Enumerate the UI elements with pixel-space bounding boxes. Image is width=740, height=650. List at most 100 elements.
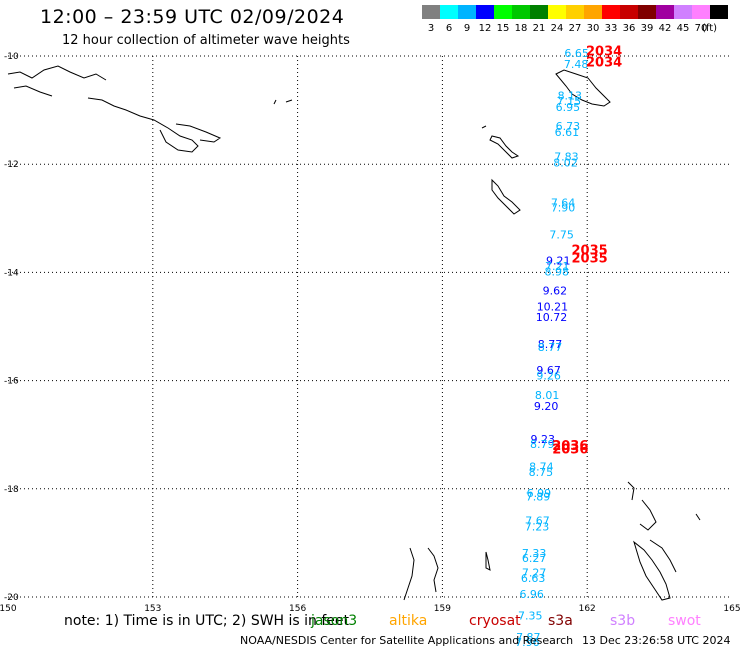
wave-height-value: 6.95 bbox=[556, 101, 581, 114]
wave-height-value: 8.98 bbox=[545, 266, 570, 279]
color-scale-label: 39 bbox=[640, 23, 654, 34]
color-scale-swatch bbox=[512, 5, 530, 19]
color-scale-swatch bbox=[548, 5, 566, 19]
satellite-pass-label: 2034 bbox=[586, 55, 622, 70]
satellite-legend-s3a: s3a bbox=[548, 613, 573, 629]
credit-line: NOAA/NESDIS Center for Satellite Applica… bbox=[240, 634, 574, 647]
wave-height-value: 8.74 bbox=[529, 460, 554, 473]
latitude-tick-labels: -10 -12 -14 -16 -18 -20 bbox=[4, 52, 19, 603]
color-scale-swatch bbox=[584, 5, 602, 19]
wave-height-value: 7.23 bbox=[525, 520, 550, 533]
color-scale-swatch bbox=[638, 5, 656, 19]
satellite-legend-altika: altika bbox=[389, 613, 428, 629]
color-scale-label: 30 bbox=[586, 23, 600, 34]
color-scale-label: 15 bbox=[496, 23, 510, 34]
color-scale-label: 27 bbox=[568, 23, 582, 34]
wave-height-value: 9.67 bbox=[536, 364, 561, 377]
satellite-legend-cryosat: cryosat bbox=[469, 613, 521, 629]
wave-height-value: 8.77 bbox=[538, 338, 563, 351]
color-scale-swatch bbox=[710, 5, 728, 19]
longitude-tick-label: 153 bbox=[144, 604, 161, 614]
wave-height-value: 7.83 bbox=[554, 150, 579, 163]
longitude-tick-label: 162 bbox=[579, 604, 596, 614]
color-scale-label: 36 bbox=[622, 23, 636, 34]
color-scale-label: 9 bbox=[463, 23, 471, 34]
footer-note: note: 1) Time is in UTC; 2) SWH is in fe… bbox=[64, 613, 350, 629]
wave-height-value: 9.26 bbox=[536, 370, 561, 383]
wave-height-value: 6.73 bbox=[556, 120, 581, 133]
color-scale-label: 42 bbox=[658, 23, 672, 34]
wave-height-value: 6.65 bbox=[564, 47, 589, 60]
map-subtitle: 12 hour collection of altimeter wave hei… bbox=[62, 33, 350, 48]
latitude-tick-label: -12 bbox=[4, 160, 19, 170]
color-scale-label: 45 bbox=[676, 23, 690, 34]
map-gridlines bbox=[8, 55, 732, 598]
wave-height-value: 8.13 bbox=[558, 89, 583, 102]
latitude-tick-label: -14 bbox=[4, 268, 19, 278]
color-scale-swatch bbox=[458, 5, 476, 19]
longitude-tick-label: 159 bbox=[434, 604, 451, 614]
wave-height-value: 7.64 bbox=[551, 196, 576, 209]
wave-height-value: 8.77 bbox=[538, 341, 563, 354]
color-scale-label: 12 bbox=[478, 23, 492, 34]
satellite-legend-swot: swot bbox=[668, 613, 701, 629]
generated-timestamp: 13 Dec 23:26:58 UTC 2024 bbox=[582, 634, 731, 647]
wave-height-value: 10.72 bbox=[536, 311, 568, 324]
color-scale-label: 6 bbox=[445, 23, 453, 34]
wave-height-value: 6.27 bbox=[522, 552, 547, 565]
wave-height-value: 7.87 bbox=[516, 631, 541, 644]
wave-height-value: 7.27 bbox=[522, 566, 547, 579]
longitude-tick-label: 165 bbox=[723, 604, 740, 614]
wave-height-value: 7.35 bbox=[518, 610, 543, 623]
wave-height-value: 9.23 bbox=[531, 433, 556, 446]
color-scale-swatch bbox=[476, 5, 494, 19]
color-scale-unit: (ft) bbox=[702, 23, 718, 34]
wave-height-value: 7.75 bbox=[549, 228, 574, 241]
satellite-legend-s3b: s3b bbox=[610, 613, 636, 629]
wave-height-value: 9.20 bbox=[534, 400, 559, 413]
satellite-legend-jason3: jason3 bbox=[311, 613, 358, 629]
color-scale-swatch bbox=[530, 5, 548, 19]
wave-height-value: 8.75 bbox=[529, 466, 554, 479]
satellite-pass-label: 2034 bbox=[586, 44, 622, 59]
wave-height-value: 7.90 bbox=[551, 201, 576, 214]
coastline-solomon-islands-south bbox=[481, 125, 521, 215]
latitude-tick-label: -16 bbox=[4, 377, 19, 387]
color-scale-label: 33 bbox=[604, 23, 618, 34]
longitude-tick-labels: 150 153 156 159 162 165 bbox=[0, 604, 740, 614]
satellite-pass-label: 2036 bbox=[552, 439, 588, 454]
color-scale-swatch bbox=[566, 5, 584, 19]
color-scale-label: 24 bbox=[550, 23, 564, 34]
wave-height-value: 7.96 bbox=[515, 636, 540, 649]
wave-height-value: 8.01 bbox=[535, 389, 560, 402]
color-scale-swatch bbox=[494, 5, 512, 19]
wave-height-value: 6.99 bbox=[527, 487, 552, 500]
wave-height-value: 6.96 bbox=[519, 588, 544, 601]
wave-height-observations: 6.657.48 8.137.156.95 6.736.61 7.838.02 7.64… bbox=[515, 47, 589, 649]
wave-height-value: 6.61 bbox=[555, 126, 580, 139]
coastline-vanuatu bbox=[403, 481, 701, 601]
longitude-tick-label: 150 bbox=[0, 604, 17, 614]
color-scale-swatch bbox=[602, 5, 620, 19]
latitude-tick-label: -18 bbox=[4, 485, 19, 495]
wave-height-value: 8.79 bbox=[530, 438, 555, 451]
satellite-pass-label: 2035 bbox=[572, 244, 608, 259]
latitude-tick-label: -20 bbox=[4, 593, 19, 603]
coastline-makira bbox=[555, 69, 611, 107]
wave-height-value: 7.21 bbox=[545, 260, 570, 273]
color-scale-label: 3 bbox=[427, 23, 435, 34]
latitude-tick-label: -10 bbox=[4, 52, 19, 62]
satellite-pass-label: 2035 bbox=[572, 252, 608, 267]
map-title: 12:00 – 23:59 UTC 02/09/2024 bbox=[40, 6, 345, 28]
color-scale-label: 70 bbox=[694, 23, 708, 34]
wave-height-value: 7.15 bbox=[557, 95, 582, 108]
wave-height-value: 6.63 bbox=[521, 572, 546, 585]
wave-height-value: 7.67 bbox=[525, 515, 550, 528]
wave-height-value: 9.21 bbox=[546, 254, 571, 267]
wave-height-value: 7.33 bbox=[522, 547, 547, 560]
color-scale-swatch bbox=[656, 5, 674, 19]
wave-height-value: 7.89 bbox=[526, 491, 551, 504]
coastline-solomon-islands-west bbox=[7, 65, 293, 153]
